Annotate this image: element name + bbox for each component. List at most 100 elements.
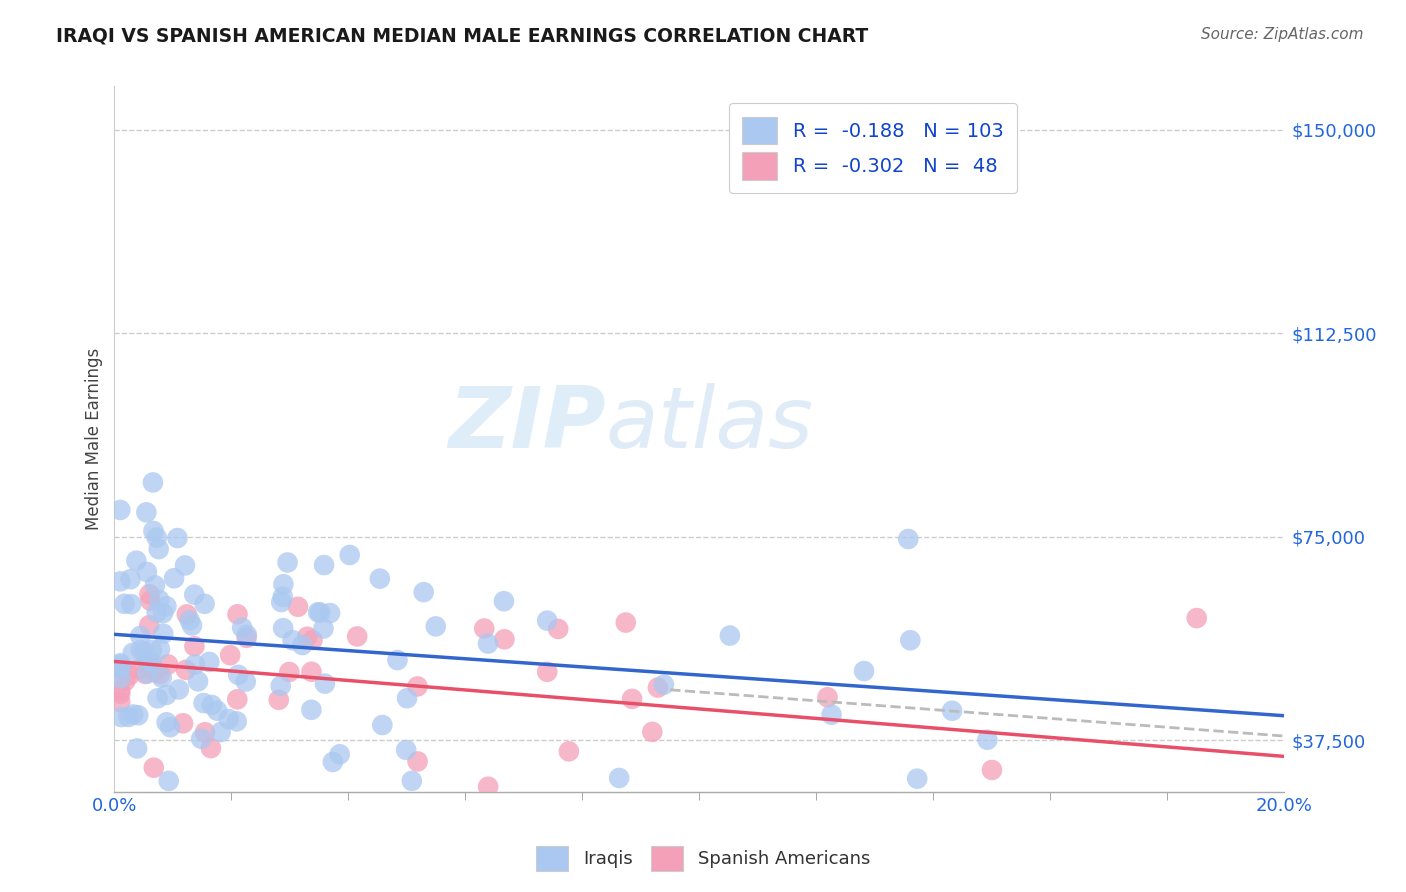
Point <box>853 664 876 678</box>
Point <box>201 698 224 712</box>
Point <box>142 475 165 490</box>
Y-axis label: Median Male Earnings: Median Male Earnings <box>86 348 103 530</box>
Point <box>270 679 292 693</box>
Point <box>135 505 157 519</box>
Point <box>155 715 177 730</box>
Point <box>492 594 515 608</box>
Point <box>181 618 204 632</box>
Point <box>152 626 174 640</box>
Point <box>941 704 963 718</box>
Text: atlas: atlas <box>606 384 814 467</box>
Point <box>209 725 232 739</box>
Point <box>820 707 842 722</box>
Point <box>412 585 434 599</box>
Point <box>235 674 257 689</box>
Point <box>271 590 294 604</box>
Point <box>387 653 409 667</box>
Point <box>148 542 170 557</box>
Point <box>163 571 186 585</box>
Point <box>301 633 323 648</box>
Point <box>319 606 342 620</box>
Text: ZIP: ZIP <box>449 384 606 467</box>
Point <box>273 577 295 591</box>
Point <box>184 657 207 672</box>
Point <box>152 606 174 620</box>
Point <box>368 572 391 586</box>
Point <box>110 683 132 698</box>
Point <box>905 772 928 786</box>
Point <box>172 716 194 731</box>
Point <box>157 773 180 788</box>
Point <box>897 532 920 546</box>
Point <box>270 595 292 609</box>
Point <box>194 597 217 611</box>
Point <box>236 628 259 642</box>
Point <box>127 708 149 723</box>
Point <box>267 693 290 707</box>
Point <box>198 655 221 669</box>
Point <box>141 643 163 657</box>
Point <box>179 613 201 627</box>
Point <box>271 621 294 635</box>
Point <box>226 607 249 622</box>
Point <box>138 618 160 632</box>
Point <box>143 665 166 679</box>
Point <box>477 637 499 651</box>
Point <box>118 668 141 682</box>
Point <box>536 614 558 628</box>
Point <box>291 638 314 652</box>
Point <box>143 578 166 592</box>
Point <box>120 597 142 611</box>
Point <box>110 710 132 724</box>
Point <box>129 643 152 657</box>
Point <box>141 656 163 670</box>
Point <box>976 732 998 747</box>
Point <box>134 645 156 659</box>
Point <box>129 629 152 643</box>
Point <box>136 652 159 666</box>
Point <box>183 588 205 602</box>
Point <box>149 667 172 681</box>
Point <box>174 558 197 573</box>
Point <box>226 668 249 682</box>
Point <box>299 703 322 717</box>
Point <box>718 629 741 643</box>
Point <box>312 558 335 572</box>
Point <box>166 531 188 545</box>
Point <box>225 714 247 729</box>
Point <box>127 741 149 756</box>
Point <box>494 632 516 647</box>
Point <box>647 681 669 695</box>
Point <box>898 633 921 648</box>
Point <box>167 682 190 697</box>
Point <box>425 619 447 633</box>
Point <box>536 665 558 679</box>
Point <box>194 725 217 739</box>
Point <box>142 524 165 538</box>
Point <box>401 773 423 788</box>
Point <box>371 718 394 732</box>
Point <box>226 692 249 706</box>
Point <box>155 688 177 702</box>
Point <box>329 747 352 762</box>
Point <box>128 662 150 676</box>
Point <box>472 622 495 636</box>
Point <box>157 657 180 672</box>
Point <box>187 674 209 689</box>
Point <box>117 710 139 724</box>
Point <box>309 606 332 620</box>
Point <box>120 572 142 586</box>
Point <box>174 663 197 677</box>
Point <box>114 597 136 611</box>
Point <box>183 640 205 654</box>
Point <box>176 607 198 622</box>
Point <box>547 622 569 636</box>
Point <box>145 531 167 545</box>
Point <box>190 731 212 746</box>
Point <box>150 671 173 685</box>
Point <box>136 666 159 681</box>
Point <box>346 630 368 644</box>
Point <box>981 763 1004 777</box>
Point <box>406 680 429 694</box>
Point <box>134 667 156 681</box>
